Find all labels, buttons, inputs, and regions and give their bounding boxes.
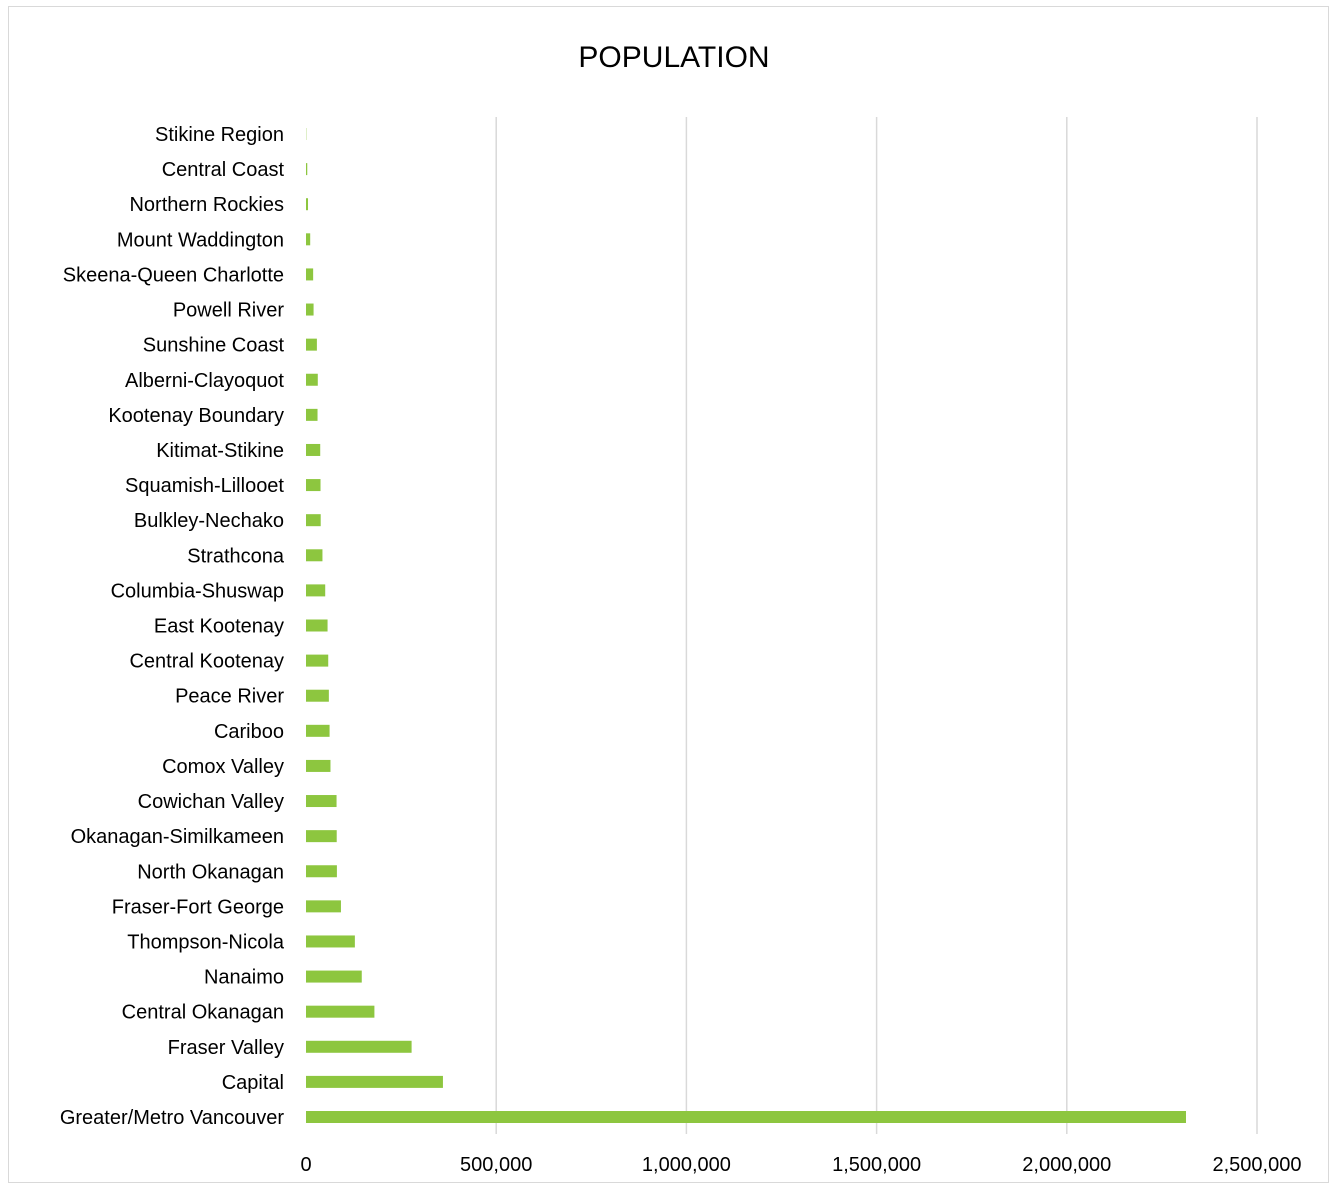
bar xyxy=(306,830,337,843)
category-label: Peace River xyxy=(175,686,284,708)
category-label: Kootenay Boundary xyxy=(108,405,284,427)
bar xyxy=(306,408,318,421)
bar xyxy=(306,759,331,772)
category-label: Sunshine Coast xyxy=(143,335,285,357)
x-tick-label: 2,000,000 xyxy=(1022,1154,1111,1176)
gridlines xyxy=(495,117,1258,1134)
bar xyxy=(306,268,314,281)
category-label: Bulkley-Nechako xyxy=(134,510,284,532)
category-label: Kitimat-Stikine xyxy=(156,440,284,462)
category-label: Mount Waddington xyxy=(117,229,284,251)
category-label: Greater/Metro Vancouver xyxy=(60,1107,285,1129)
bar xyxy=(306,443,321,456)
category-label: Nanaimo xyxy=(204,967,284,989)
bar xyxy=(306,1111,1186,1123)
category-label: Central Kootenay xyxy=(129,651,284,673)
bar xyxy=(306,163,308,176)
bar xyxy=(306,303,314,316)
category-label: Stikine Region xyxy=(155,124,284,146)
bar xyxy=(306,654,329,667)
category-label: East Kootenay xyxy=(154,616,284,638)
bar xyxy=(306,338,317,351)
x-tick-label: 1,500,000 xyxy=(832,1154,921,1176)
bar xyxy=(306,619,328,632)
bars xyxy=(306,128,1186,1123)
bar xyxy=(306,935,355,948)
x-tick-label: 0 xyxy=(300,1154,311,1176)
bar xyxy=(306,1075,443,1088)
chart-title: POPULATION xyxy=(578,41,769,74)
x-tick-label: 500,000 xyxy=(460,1154,532,1176)
category-label: Fraser-Fort George xyxy=(112,896,284,918)
x-axis-tick-labels: 0 500,000 1,000,000 1,500,000 2,000,000 2,500… xyxy=(300,1154,1301,1176)
category-label: Strathcona xyxy=(187,545,285,567)
category-label: Comox Valley xyxy=(162,756,284,778)
bar xyxy=(306,1005,375,1018)
category-label: Okanagan-Similkameen xyxy=(71,826,284,848)
bar xyxy=(306,1040,412,1053)
category-labels: Greater/Metro Vancouver Capital Fraser Val… xyxy=(60,124,285,1129)
bar xyxy=(306,233,311,246)
category-label: Alberni-Clayoquot xyxy=(125,370,284,392)
category-label: North Okanagan xyxy=(137,861,284,883)
bar xyxy=(306,514,321,527)
bar xyxy=(306,549,323,562)
category-label: Central Okanagan xyxy=(122,1002,284,1024)
category-label: Fraser Valley xyxy=(168,1037,284,1059)
category-label: Cariboo xyxy=(214,721,284,743)
bar xyxy=(306,970,362,983)
category-label: Skeena-Queen Charlotte xyxy=(63,264,284,286)
bar xyxy=(306,689,329,702)
bar xyxy=(306,198,309,211)
bar-chart: POPULATION Greater/Metro Vancouver Capita… xyxy=(60,41,1302,1176)
bar xyxy=(306,479,321,492)
category-label: Northern Rockies xyxy=(129,194,284,216)
category-label: Columbia-Shuswap xyxy=(111,580,284,602)
category-label: Squamish-Lillooet xyxy=(125,475,284,497)
x-tick-label: 2,500,000 xyxy=(1213,1154,1302,1176)
bar xyxy=(306,900,341,913)
chart-area: POPULATION Greater/Metro Vancouver Capita… xyxy=(8,6,1329,1183)
bar xyxy=(306,865,337,878)
x-tick-label: 1,000,000 xyxy=(642,1154,731,1176)
category-label: Thompson-Nicola xyxy=(127,931,285,953)
category-label: Capital xyxy=(222,1072,284,1094)
bar xyxy=(306,584,326,597)
bar xyxy=(306,795,337,808)
bar xyxy=(306,373,318,386)
category-label: Powell River xyxy=(173,300,284,322)
category-label: Cowichan Valley xyxy=(138,791,284,813)
category-label: Central Coast xyxy=(162,159,285,181)
bar xyxy=(306,724,330,737)
